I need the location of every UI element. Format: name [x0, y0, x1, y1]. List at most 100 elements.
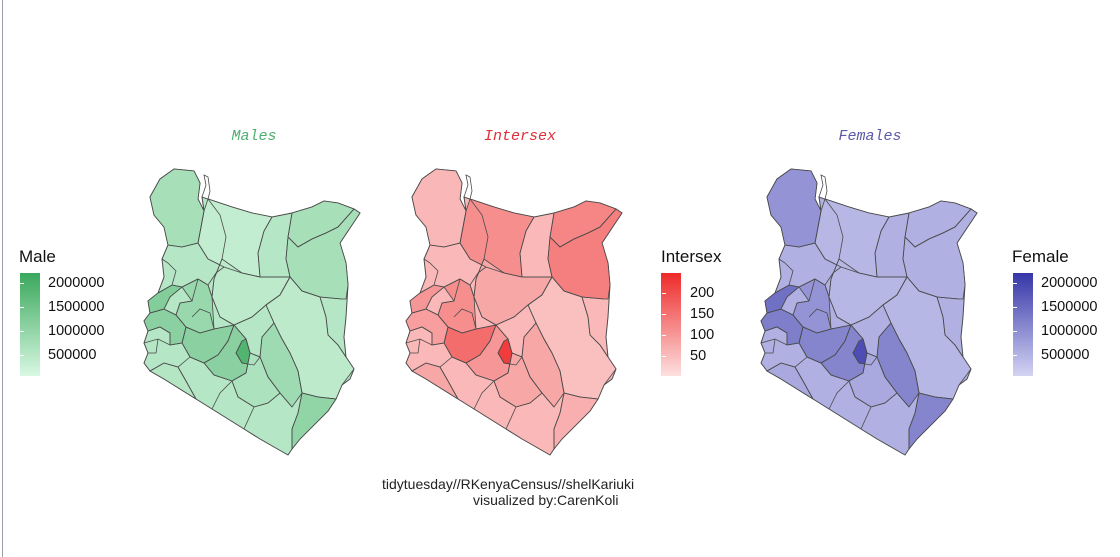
county-boundary	[850, 324, 878, 358]
county-boundary	[181, 278, 213, 298]
county-boundary	[423, 258, 439, 286]
county-boundary	[495, 324, 523, 358]
county-boundary	[760, 338, 800, 346]
county-boundary	[439, 366, 459, 400]
legend-colorbar	[661, 273, 681, 376]
legend-tick-label: 50	[661, 348, 707, 364]
legend-tick-label: 100	[661, 327, 715, 343]
county-boundary	[553, 392, 565, 449]
panel-title-intersex: Intersex	[483, 128, 556, 145]
county-boundary	[163, 286, 183, 310]
caption-credit: visualized by:CarenKoli	[473, 492, 619, 508]
legend-tick-label: 2000000	[19, 275, 105, 291]
caption-source: tidytuesday//RKenyaCensus//shelKariuki	[382, 476, 635, 492]
legend-title: Female	[1012, 247, 1069, 266]
county-boundary	[233, 324, 261, 358]
county-boundary	[784, 210, 822, 248]
county-boundary	[764, 326, 788, 345]
county-boundary	[778, 258, 794, 286]
county-boundary	[780, 286, 800, 310]
county-boundary	[319, 296, 347, 358]
county-boundary	[852, 340, 878, 366]
county-boundary	[191, 308, 215, 330]
county-boundary	[918, 392, 954, 400]
county-boundary	[410, 338, 421, 354]
county-boundary	[301, 392, 337, 400]
county-boundary	[766, 356, 808, 372]
county-boundary	[147, 326, 171, 345]
legend-tick-label: 1500000	[1012, 299, 1098, 315]
legend-title: Male	[19, 247, 56, 266]
county-boundary	[207, 198, 227, 260]
county-boundary	[211, 380, 233, 410]
county-boundary	[828, 380, 850, 410]
legend-tick-label: 500000	[1012, 347, 1090, 363]
legend-colorbar	[20, 273, 40, 376]
legend-tick-label: 150	[661, 306, 715, 322]
county-boundary	[765, 338, 776, 354]
county-region	[766, 168, 822, 248]
legend-tick-label: 200	[661, 285, 715, 301]
county-boundary	[167, 210, 205, 248]
county-boundary	[161, 258, 177, 286]
panel-title-males: Males	[231, 128, 277, 145]
county-boundary	[794, 366, 814, 400]
county-boundary	[148, 338, 159, 354]
county-boundary	[443, 278, 475, 298]
county-boundary	[904, 208, 972, 248]
county-boundary	[143, 338, 183, 346]
county-boundary	[453, 308, 477, 330]
county-boundary	[235, 340, 261, 366]
legend-tick-label: 2000000	[1012, 275, 1098, 291]
county-boundary	[175, 278, 199, 316]
window-edge	[2, 0, 3, 557]
county-boundary	[519, 216, 535, 278]
kenya-map-intersex	[405, 168, 623, 456]
county-boundary	[876, 322, 910, 408]
county-boundary	[149, 356, 191, 372]
county-boundary	[882, 304, 920, 394]
lake-turkana	[463, 174, 473, 200]
county-boundary	[936, 296, 964, 358]
legend-colorbar	[1013, 273, 1033, 376]
kenya-map-males	[143, 168, 361, 456]
county-boundary	[874, 216, 890, 278]
county-boundary	[469, 266, 487, 286]
county-boundary	[243, 406, 255, 430]
legend-tick-label: 1000000	[19, 323, 105, 339]
lake-turkana	[201, 174, 211, 200]
county-boundary	[792, 278, 816, 316]
county-boundary	[207, 266, 225, 286]
county-boundary	[473, 380, 495, 410]
county-region	[149, 168, 205, 248]
county-boundary	[257, 216, 273, 278]
county-boundary	[860, 406, 872, 430]
county-boundary	[469, 198, 489, 260]
county-boundary	[798, 278, 830, 298]
county-boundary	[291, 392, 303, 449]
county-boundary	[409, 326, 433, 345]
kenya-map-females	[760, 168, 978, 456]
legend-tick-label: 1000000	[1012, 323, 1098, 339]
lake-turkana	[818, 174, 828, 200]
legend-tick-label: 1500000	[19, 299, 105, 315]
county-boundary	[549, 208, 617, 248]
county-boundary	[824, 266, 842, 286]
county-boundary	[521, 322, 555, 408]
legend-title: Intersex	[661, 247, 722, 266]
county-boundary	[437, 278, 461, 316]
county-boundary	[527, 304, 565, 394]
county-boundary	[429, 210, 467, 248]
county-boundary	[824, 198, 844, 260]
county-boundary	[259, 322, 293, 408]
county-boundary	[808, 308, 832, 330]
county-boundary	[177, 366, 197, 400]
county-boundary	[581, 296, 609, 358]
county-boundary	[411, 356, 453, 372]
county-boundary	[287, 208, 355, 248]
county-boundary	[265, 304, 303, 394]
panel-title-females: Females	[838, 128, 902, 145]
county-boundary	[405, 338, 445, 346]
county-boundary	[497, 340, 523, 366]
county-boundary	[425, 286, 445, 310]
